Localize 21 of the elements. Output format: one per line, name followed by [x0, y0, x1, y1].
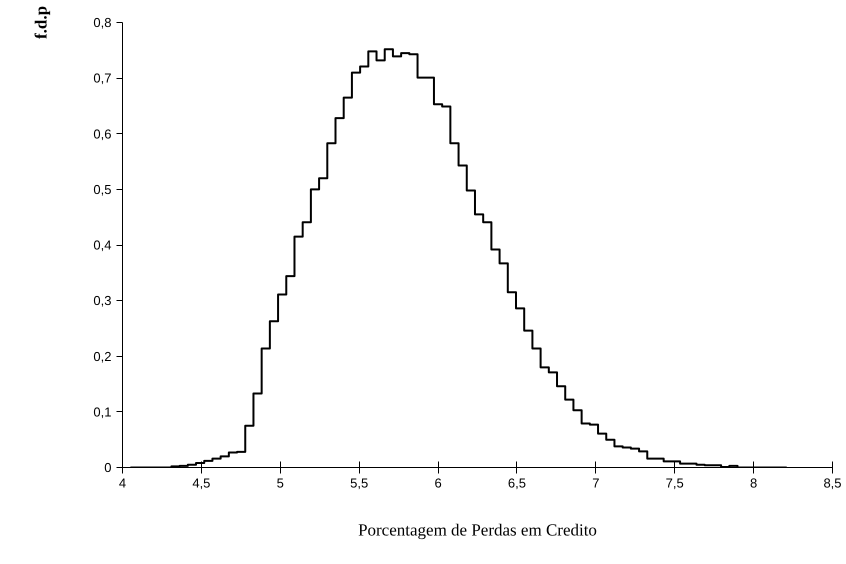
- x-tick-label: 8: [750, 476, 758, 490]
- x-tick-label: 8,5: [823, 476, 842, 490]
- x-tick-label: 4,5: [192, 476, 210, 490]
- y-tick-label: 0,7: [93, 70, 112, 86]
- y-tick-label: 0,2: [93, 348, 112, 364]
- x-tick-label: 6,5: [508, 476, 526, 490]
- x-tick-label: 5: [276, 476, 284, 490]
- x-tick-label: 7,5: [666, 476, 684, 490]
- x-tick-label: 4: [118, 476, 126, 490]
- x-tick-label: 7: [592, 476, 600, 490]
- x-tick-label: 6: [434, 476, 442, 490]
- x-axis-title: Porcentagem de Perdas em Credito: [358, 520, 597, 540]
- y-tick-label: 0,3: [93, 293, 112, 308]
- y-tick-label: 0,1: [93, 404, 112, 420]
- y-tick-label: 0,4: [93, 238, 112, 252]
- y-tick-label: 0,6: [93, 126, 112, 142]
- y-tick-label: 0,5: [93, 182, 112, 197]
- x-tick-label: 5,5: [350, 476, 368, 490]
- y-tick-label: 0: [104, 460, 112, 475]
- y-tick-label: 0,8: [93, 15, 112, 30]
- y-axis-title: f.d.p: [31, 6, 50, 40]
